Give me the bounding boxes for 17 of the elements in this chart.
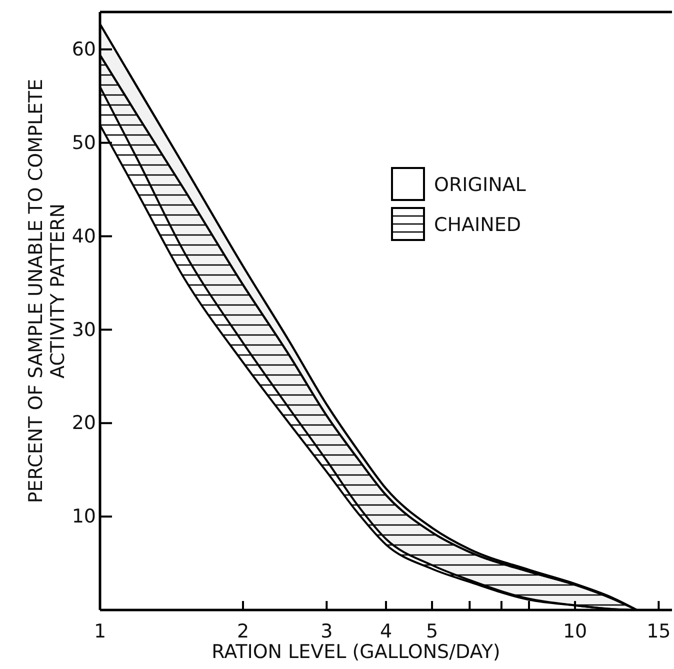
y-tick-label: 30 — [72, 318, 96, 341]
y-tick-label: 50 — [72, 132, 96, 154]
x-tick-label: 10 — [562, 620, 588, 642]
x-axis-title: RATION LEVEL (GALLONS/DAY) — [212, 641, 500, 663]
y-tick-label: 10 — [72, 506, 96, 528]
x-tick-label: 1 — [94, 620, 106, 642]
legend-label: ORIGINAL — [434, 174, 526, 196]
x-tick-label: 15 — [646, 620, 671, 642]
y-tick-label: 40 — [72, 225, 96, 248]
y-tick-label: 20 — [72, 412, 96, 434]
x-tick-label: 2 — [236, 620, 250, 642]
x-tick-label: 4 — [380, 620, 392, 642]
legend-label: CHAINED — [434, 214, 522, 236]
y-tick-label: 60 — [72, 38, 96, 60]
x-tick-label: 5 — [426, 620, 438, 642]
y-axis-title: PERCENT OF SAMPLE UNABLE TO COMPLETE ACTIVITY PATTERN — [25, 78, 69, 504]
x-tick-label: 3 — [320, 620, 333, 642]
